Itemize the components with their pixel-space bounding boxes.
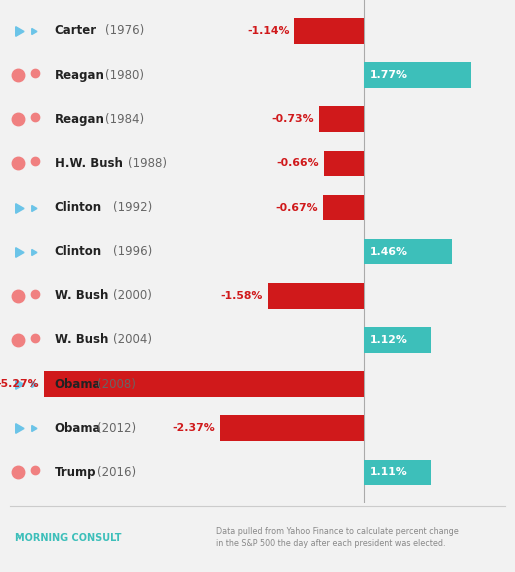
Text: W. Bush: W. Bush [55,289,108,303]
Text: 1.12%: 1.12% [370,335,407,345]
Text: ✓: ✓ [15,533,25,542]
Text: 1.77%: 1.77% [370,70,407,80]
Bar [364,239,452,264]
Bar [295,18,364,43]
Text: (1980): (1980) [105,69,144,82]
Text: 1.11%: 1.11% [370,467,407,478]
Bar [364,327,432,353]
Text: Reagan: Reagan [55,69,105,82]
Text: (1992): (1992) [113,201,152,214]
Text: -0.73%: -0.73% [272,114,315,124]
Bar [323,194,364,220]
Bar [364,62,471,88]
Text: W. Bush: W. Bush [55,333,108,347]
Text: (2012): (2012) [97,422,136,435]
Text: -1.58%: -1.58% [220,291,263,301]
Text: -0.67%: -0.67% [276,202,318,213]
Text: Clinton: Clinton [55,201,101,214]
Text: -5.27%: -5.27% [0,379,39,389]
Text: -2.37%: -2.37% [173,423,215,434]
Bar [319,106,364,132]
Bar [220,415,364,441]
Text: (1996): (1996) [113,245,152,258]
Bar [268,283,364,309]
Text: Obama: Obama [55,422,101,435]
Text: -0.66%: -0.66% [276,158,319,168]
Text: Obama: Obama [55,378,101,391]
Text: H.W. Bush: H.W. Bush [55,157,123,170]
Text: (1976): (1976) [105,25,144,37]
Text: (2008): (2008) [97,378,136,391]
Text: 1.46%: 1.46% [370,247,407,257]
Bar [364,460,431,485]
Bar [44,371,364,397]
Text: -1.14%: -1.14% [247,26,289,36]
Text: Carter: Carter [55,25,97,37]
Text: (2016): (2016) [97,466,136,479]
Text: MORNING CONSULT: MORNING CONSULT [15,533,122,543]
Text: (2004): (2004) [113,333,152,347]
Text: (1988): (1988) [128,157,167,170]
Text: Trump: Trump [55,466,96,479]
Text: Reagan: Reagan [55,113,105,126]
Text: Data pulled from Yahoo Finance to calculate percent change
in the S&P 500 the da: Data pulled from Yahoo Finance to calcul… [216,527,459,548]
Text: (1984): (1984) [105,113,144,126]
Bar [323,150,364,176]
Text: (2000): (2000) [113,289,151,303]
Text: Clinton: Clinton [55,245,101,258]
